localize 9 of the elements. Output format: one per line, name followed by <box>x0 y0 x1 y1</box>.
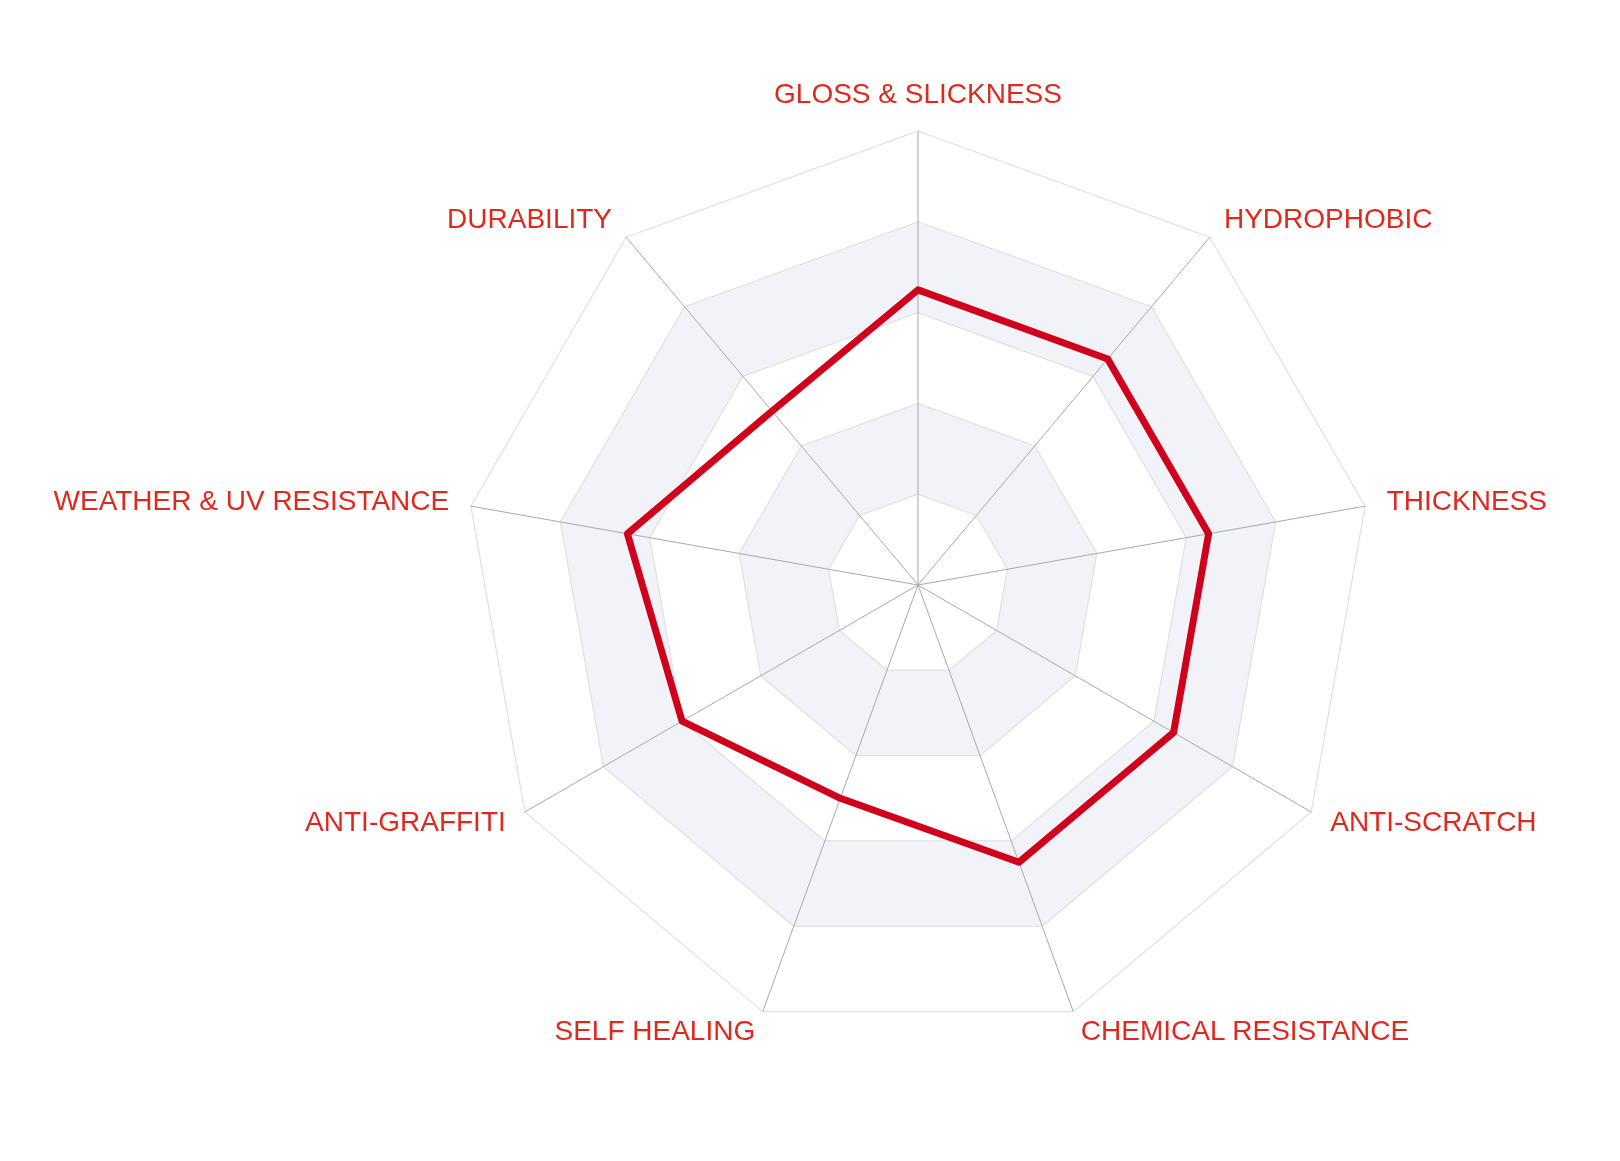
spoke-label: GLOSS & SLICKNESS <box>774 78 1062 109</box>
spoke-label: HYDROPHOBIC <box>1223 203 1433 235</box>
spoke-label: ANTI-SCRATCH <box>1330 805 1537 837</box>
spoke-label: ANTI-GRAFFITI <box>305 805 506 837</box>
spoke-label: DURABILITY <box>447 203 613 235</box>
spoke-label: CHEMICAL RESISTANCE <box>1080 1015 1410 1047</box>
spoke-label: WEATHER & UV RESISTANCE <box>53 485 450 517</box>
spoke-label: SELF HEALING <box>554 1015 756 1047</box>
spoke-label: THICKNESS <box>1386 485 1548 517</box>
